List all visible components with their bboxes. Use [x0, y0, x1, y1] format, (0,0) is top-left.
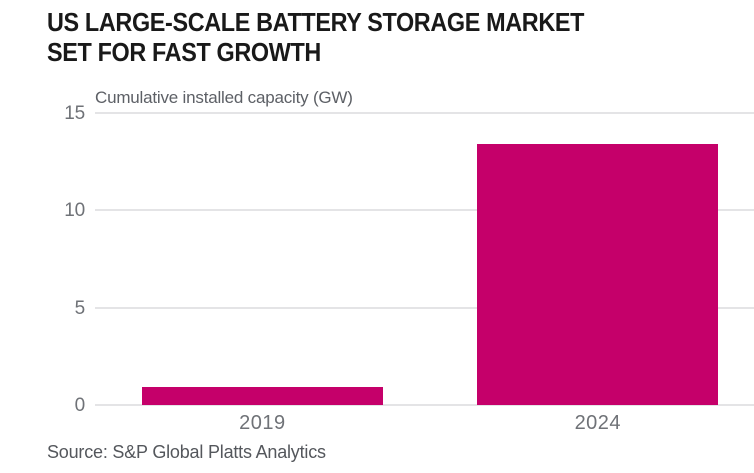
chart-title-line2: SET FOR FAST GROWTH — [47, 37, 321, 67]
ytick-label-10: 10 — [64, 200, 85, 222]
ytick-label-15: 15 — [64, 103, 85, 125]
chart-title-line1: US LARGE-SCALE BATTERY STORAGE MARKET — [47, 7, 585, 37]
bar-2024 — [477, 144, 719, 405]
bar-2019 — [141, 387, 383, 405]
ytick-label-0: 0 — [74, 395, 86, 417]
plot-area: 0 5 10 15 2019 2024 — [64, 103, 754, 434]
xtick-label-2024: 2024 — [574, 412, 622, 434]
chart-title: US LARGE-SCALE BATTERY STORAGE MARKET SE… — [47, 7, 584, 67]
gridline-y-15 — [95, 112, 754, 114]
gridline-y-5 — [95, 306, 754, 309]
chart-subtitle: Cumulative installed capacity (GW) — [95, 88, 353, 107]
gridline-y-0 — [95, 404, 754, 406]
gridline-y-10 — [95, 209, 754, 212]
source-caption: Source: S&P Global Platts Analytics — [47, 442, 326, 462]
ytick-label-5: 5 — [74, 297, 86, 319]
xtick-label-2019: 2019 — [239, 412, 286, 434]
